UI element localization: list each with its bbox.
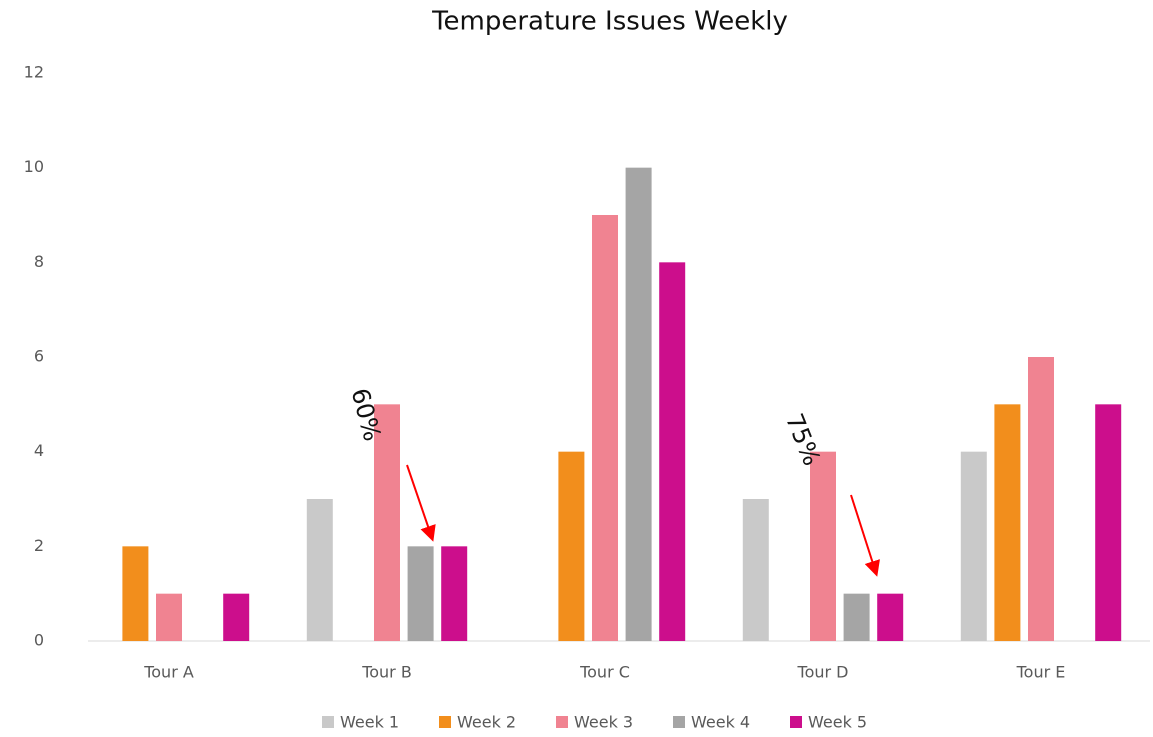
annotation: 60%: [346, 385, 387, 444]
bar: [223, 593, 250, 641]
arrow: [850, 494, 880, 577]
bar: [877, 593, 904, 641]
bar: [592, 215, 618, 641]
legend-label: Week 3: [574, 713, 633, 732]
legend-swatch: [673, 716, 685, 728]
legend-label: Week 5: [808, 713, 867, 732]
chart-title: Temperature Issues Weekly: [431, 7, 788, 37]
legend-swatch: [322, 716, 334, 728]
y-tick-label: 0: [34, 631, 44, 650]
bar: [374, 404, 400, 641]
y-tick-label: 2: [34, 536, 44, 555]
x-tick-label: Tour C: [579, 663, 630, 682]
annotation: 75%: [780, 410, 826, 470]
arrow: [406, 464, 436, 542]
bar: [122, 546, 149, 641]
legend-label: Week 1: [340, 713, 399, 732]
bar: [558, 451, 585, 641]
bar: [441, 546, 468, 641]
legend-label: Week 4: [691, 713, 750, 732]
x-tick-label: Tour E: [1016, 663, 1066, 682]
bar: [659, 262, 686, 641]
x-tick-label: Tour A: [143, 663, 194, 682]
bar: [843, 593, 870, 641]
y-tick-label: 10: [24, 157, 44, 176]
legend-swatch: [439, 716, 451, 728]
bar: [407, 546, 434, 641]
y-tick-label: 8: [34, 252, 44, 271]
bar: [994, 404, 1021, 641]
y-tick-label: 4: [34, 441, 44, 460]
bar: [1095, 404, 1122, 641]
x-tick-label: Tour D: [797, 663, 849, 682]
y-tick-label: 12: [24, 63, 44, 82]
bar: [810, 451, 836, 641]
legend-swatch: [556, 716, 568, 728]
legend-label: Week 2: [457, 713, 516, 732]
bar: [742, 499, 769, 641]
x-tick-label: Tour B: [361, 663, 412, 682]
bar: [306, 499, 333, 641]
bar: [156, 593, 182, 641]
bar: [960, 451, 987, 641]
bar: [625, 167, 652, 641]
legend-swatch: [790, 716, 802, 728]
y-tick-label: 6: [34, 347, 44, 366]
bar: [1028, 357, 1054, 641]
